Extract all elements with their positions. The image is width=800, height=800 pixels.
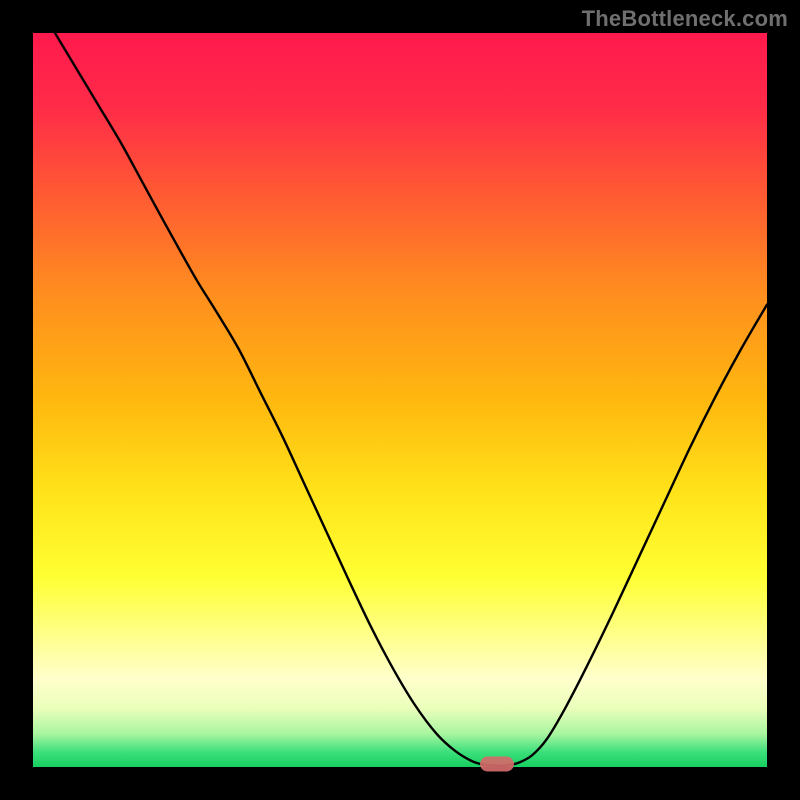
root: TheBottleneck.com	[0, 0, 800, 800]
bottleneck-curve	[33, 33, 767, 767]
optimum-marker	[480, 757, 514, 772]
plot-area	[33, 33, 767, 767]
curve-path	[55, 33, 767, 766]
watermark-label: TheBottleneck.com	[582, 6, 788, 32]
